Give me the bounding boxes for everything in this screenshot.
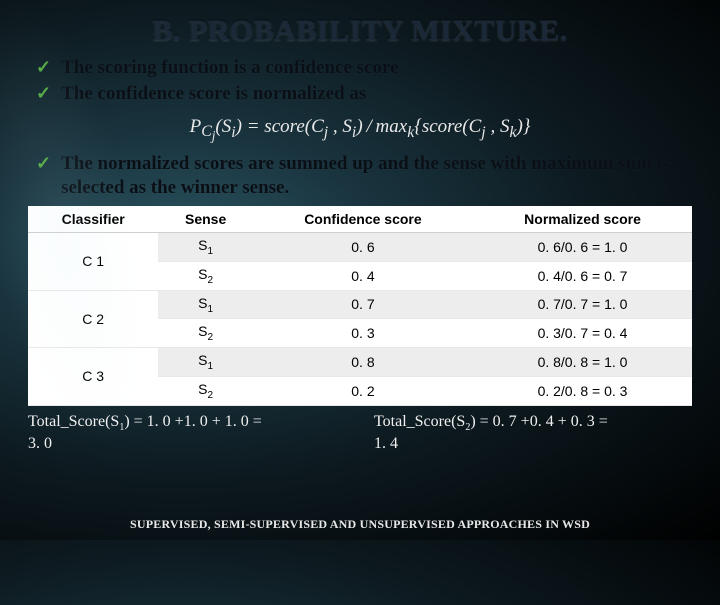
table-header-row: Classifier Sense Confidence score Normal… <box>28 206 692 233</box>
cell-confidence: 0. 2 <box>253 376 473 405</box>
total-s2: Total_Score(S2) = 0. 7 +0. 4 + 0. 3 = 1.… <box>346 412 692 455</box>
bullet-text: The normalized scores are summed up and … <box>61 152 684 200</box>
bullet-item: ✓ The confidence score is normalized as <box>36 82 684 106</box>
cell-sense: S1 <box>158 290 252 319</box>
cell-sense: S2 <box>158 261 252 290</box>
score-table: Classifier Sense Confidence score Normal… <box>28 206 692 406</box>
bullet-item: ✓ The normalized scores are summed up an… <box>36 152 684 200</box>
col-normalized: Normalized score <box>473 206 692 233</box>
bullet-list: ✓ The normalized scores are summed up an… <box>0 152 720 200</box>
bullet-list: ✓ The scoring function is a confidence s… <box>0 48 720 106</box>
cell-confidence: 0. 6 <box>253 232 473 261</box>
cell-confidence: 0. 4 <box>253 261 473 290</box>
cell-confidence: 0. 3 <box>253 319 473 348</box>
check-icon: ✓ <box>36 152 51 175</box>
cell-normalized: 0. 3/0. 7 = 0. 4 <box>473 319 692 348</box>
cell-normalized: 0. 2/0. 8 = 0. 3 <box>473 376 692 405</box>
cell-normalized: 0. 4/0. 6 = 0. 7 <box>473 261 692 290</box>
total-s1: Total_Score(S1) = 1. 0 +1. 0 + 1. 0 = 3.… <box>28 412 346 455</box>
cell-classifier: C 1 <box>28 232 158 290</box>
bullet-item: ✓ The scoring function is a confidence s… <box>36 56 684 80</box>
cell-sense: S2 <box>158 319 252 348</box>
table-row: C 1S10. 60. 6/0. 6 = 1. 0 <box>28 232 692 261</box>
footer-text: SUPERVISED, SEMI-SUPERVISED AND UNSUPERV… <box>0 517 720 532</box>
cell-sense: S2 <box>158 376 252 405</box>
slide-title: B. PROBABILITY MIXTURE. <box>0 0 720 48</box>
col-sense: Sense <box>158 206 252 233</box>
cell-confidence: 0. 7 <box>253 290 473 319</box>
bullet-text: The confidence score is normalized as <box>61 82 366 106</box>
cell-sense: S1 <box>158 232 252 261</box>
cell-classifier: C 2 <box>28 290 158 348</box>
totals-row: Total_Score(S1) = 1. 0 +1. 0 + 1. 0 = 3.… <box>28 412 692 455</box>
check-icon: ✓ <box>36 56 51 79</box>
col-classifier: Classifier <box>28 206 158 233</box>
table-row: C 2S10. 70. 7/0. 7 = 1. 0 <box>28 290 692 319</box>
cell-classifier: C 3 <box>28 348 158 406</box>
check-icon: ✓ <box>36 82 51 105</box>
cell-sense: S1 <box>158 348 252 377</box>
formula: PCj(Si) = score(Cj , Si) / maxk{score(Cj… <box>0 116 720 145</box>
bullet-text: The scoring function is a confidence sco… <box>61 56 398 80</box>
cell-normalized: 0. 7/0. 7 = 1. 0 <box>473 290 692 319</box>
cell-normalized: 0. 8/0. 8 = 1. 0 <box>473 348 692 377</box>
score-table-wrap: Classifier Sense Confidence score Normal… <box>28 206 692 406</box>
table-row: C 3S10. 80. 8/0. 8 = 1. 0 <box>28 348 692 377</box>
cell-normalized: 0. 6/0. 6 = 1. 0 <box>473 232 692 261</box>
col-confidence: Confidence score <box>253 206 473 233</box>
cell-confidence: 0. 8 <box>253 348 473 377</box>
